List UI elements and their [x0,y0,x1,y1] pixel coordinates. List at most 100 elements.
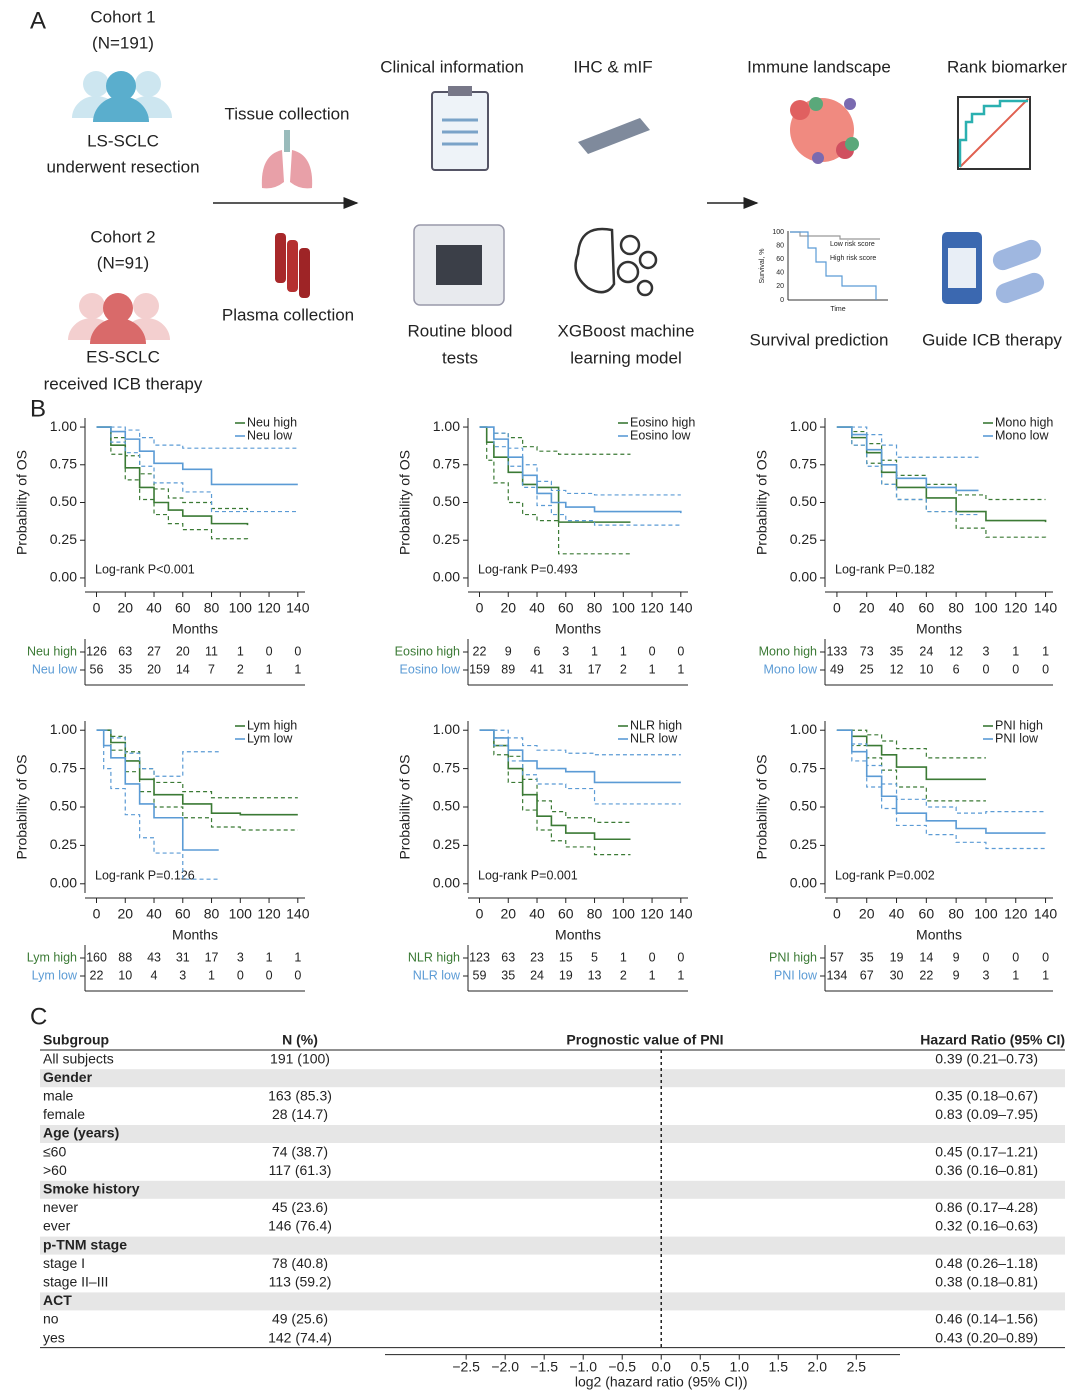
risk-table-count: 13 [588,968,602,982]
legend-label: Eosino low [630,428,691,442]
legend-label: Lym high [247,718,297,732]
x-tick-label: 80 [587,600,603,616]
step-label: Survival prediction [750,330,889,349]
cohort-n: (N=191) [92,33,154,52]
x-tick-label: 60 [558,906,574,922]
risk-table-count: 1 [649,968,656,982]
pills-icon [942,232,1047,306]
risk-table-count: 17 [205,950,219,964]
cohort-group: LS-SCLC [87,131,159,150]
x-tick-label: 0.5 [691,1358,711,1374]
row-label: stage I [43,1255,85,1271]
risk-table-count: 133 [826,644,847,658]
y-tick-label: 1.00 [433,721,460,737]
people-icon [72,71,172,122]
y-tick-label: 0.75 [50,759,77,775]
y-tick-label: 0.00 [50,874,77,890]
y-tick-label: 0.25 [433,531,460,547]
risk-table-count: 22 [90,968,104,982]
row-n: 117 (61.3) [269,1162,332,1178]
x-tick-label: 20 [859,906,875,922]
risk-table-count: 11 [205,644,218,658]
risk-table-count: 57 [830,950,844,964]
mini-x-label: Time [830,306,845,313]
step-label: tests [442,348,478,367]
x-tick-label: 20 [117,906,133,922]
risk-table-count: 23 [530,950,544,964]
x-axis-label: Months [555,927,601,943]
risk-table-count: 19 [559,968,573,982]
panel-a: A Cohort 1 (N=191) LS-SCLC underwent res… [30,7,1067,393]
legend-label: PNI low [995,731,1039,745]
risk-table-count: 12 [949,644,963,658]
y-tick-label: 0.00 [433,569,460,585]
tube-icon [275,233,310,298]
row-label: ≤60 [43,1143,66,1159]
x-tick-label: −0.5 [608,1358,636,1374]
risk-table-count: 0 [982,950,989,964]
row-hr: 0.39 (0.21–0.73) [935,1050,1038,1066]
ci-line [837,427,1046,539]
survival-curve [480,427,631,522]
legend-label: Eosino high [630,415,695,429]
lung-icon [262,130,312,188]
clipboard-icon [432,86,488,170]
step-label: Rank biomarker [947,57,1067,76]
risk-table-count: 88 [118,950,132,964]
y-tick-label: 1.00 [50,721,77,737]
survival-curve [837,427,979,490]
risk-table-count: 63 [501,950,515,964]
x-tick-label: 80 [204,600,220,616]
header: Hazard Ratio (95% CI) [920,1032,1065,1048]
ci-line [837,427,979,515]
cohort-desc: received ICB therapy [44,374,203,393]
mini-legend: Low risk score [830,241,875,248]
risk-table-count: 27 [147,644,161,658]
row-hr: 0.36 (0.16–0.81) [935,1162,1038,1178]
risk-table-label: PNI low [774,968,818,982]
risk-table-count: 1 [294,950,301,964]
people-icon [68,293,170,344]
risk-table-count: 22 [473,644,487,658]
row-label: stage II–III [43,1274,108,1290]
x-tick-label: 140 [286,600,310,616]
analyzer-icon [414,225,504,305]
forest-plot: SubgroupN (%)Prognostic value of PNIHaza… [40,1032,1065,1390]
risk-table-count: 5 [591,950,598,964]
y-tick-label: 1.00 [790,721,817,737]
risk-table-count: 30 [890,968,904,982]
row-label: ACT [43,1292,72,1308]
risk-table-count: 1 [266,950,273,964]
mini-y-tick: 40 [776,270,784,277]
row-label: All subjects [43,1050,114,1066]
x-tick-label: 0 [93,600,101,616]
x-tick-label: 20 [500,906,516,922]
x-tick-label: 60 [175,600,191,616]
row-label: Smoke history [43,1181,140,1197]
p-value: Log-rank P=0.002 [835,868,935,882]
risk-table-count: 63 [118,644,132,658]
risk-table-count: 67 [860,968,874,982]
risk-table-count: 10 [118,968,132,982]
group-row-bg [40,1181,1065,1199]
y-tick-label: 0.50 [433,798,460,814]
legend-label: PNI high [995,718,1043,732]
risk-table-count: 31 [176,950,190,964]
x-tick-label: 80 [204,906,220,922]
row-label: no [43,1311,59,1327]
y-tick-label: 0.25 [50,531,77,547]
risk-table-count: 1 [294,662,301,676]
header: Subgroup [43,1032,109,1048]
cohort-title: Cohort 2 [90,227,155,246]
x-tick-label: 1.5 [769,1358,789,1374]
x-tick-label: 0 [476,906,484,922]
cells-icon [790,97,859,164]
header: N (%) [282,1032,318,1048]
row-hr: 0.46 (0.14–1.56) [935,1311,1038,1327]
mini-y-tick: 80 [776,242,784,249]
x-axis-label: Months [172,927,218,943]
x-axis-label: Months [916,927,962,943]
row-n: 74 (38.7) [272,1143,328,1159]
risk-table-count: 35 [860,950,874,964]
